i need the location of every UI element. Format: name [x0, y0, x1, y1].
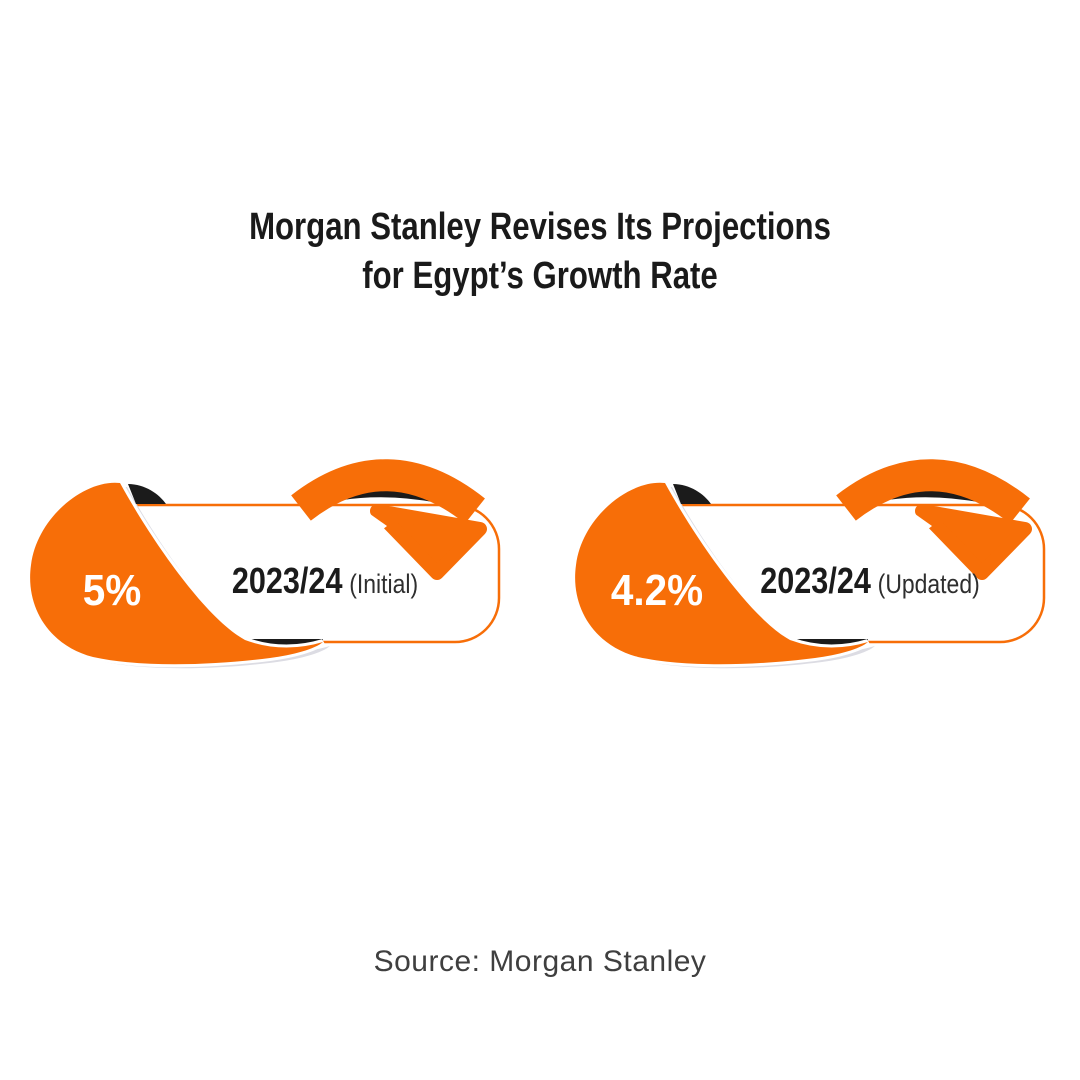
updated-projection-badge: 4.2% 2023/24 (Updated) — [570, 453, 1050, 669]
projection-tag-text: (Updated) — [877, 569, 980, 599]
arch-shadow-crescent — [305, 488, 439, 509]
tip-shadow-sliver — [128, 484, 166, 504]
fiscal-year-text: 2023/24 — [760, 560, 871, 601]
growth-value-updated: 4.2% — [610, 566, 704, 615]
projection-tag-text: (Initial) — [349, 569, 419, 599]
initial-projection-badge: 5% 2023/24 (Initial) — [25, 453, 505, 669]
growth-value-initial: 5% — [82, 566, 142, 615]
curved-arrow-arc — [836, 459, 1030, 524]
title-line-2: for Egypt’s Growth Rate — [362, 255, 718, 297]
value-blob-shape — [572, 479, 870, 668]
updated-badge-graphic — [572, 459, 1046, 669]
tip-shadow-sliver — [673, 484, 711, 504]
curved-arrow-head — [915, 504, 1032, 580]
value-blob-shape — [27, 479, 325, 668]
source-note: Source: Morgan Stanley — [373, 945, 707, 978]
title-line-1: Morgan Stanley Revises Its Projections — [249, 206, 831, 248]
page-title: Morgan Stanley Revises Its Projections f… — [97, 203, 983, 301]
fiscal-year-text: 2023/24 — [231, 560, 343, 601]
arrow-notch — [363, 509, 387, 544]
curved-arrow-arc — [291, 459, 485, 524]
curved-arrow-head — [370, 504, 487, 580]
period-label-initial: 2023/24 (Initial) — [181, 557, 470, 605]
initial-badge-graphic — [27, 459, 501, 669]
arrow-notch — [908, 509, 932, 544]
period-label-updated: 2023/24 (Updated) — [726, 557, 1015, 605]
arch-shadow-crescent — [850, 488, 984, 509]
